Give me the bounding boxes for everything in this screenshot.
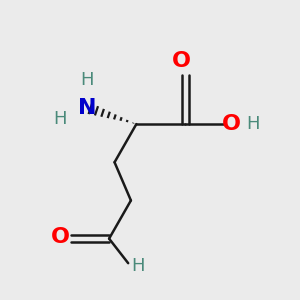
Text: O: O <box>222 113 241 134</box>
Text: H: H <box>80 71 94 89</box>
Text: H: H <box>246 115 260 133</box>
Text: N: N <box>78 98 97 118</box>
Text: H: H <box>131 257 144 275</box>
Text: H: H <box>53 110 67 128</box>
Text: O: O <box>50 227 70 247</box>
Text: O: O <box>172 51 191 71</box>
